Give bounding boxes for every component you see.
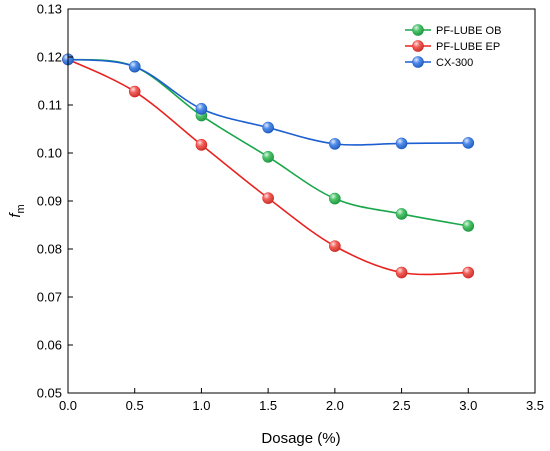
y-axis-title: fm — [7, 204, 27, 217]
legend-item-cx-300: CX-300 — [405, 56, 473, 69]
x-tick-label: 3.5 — [526, 398, 544, 413]
data-point-pf-lube-ep — [329, 240, 341, 252]
data-point-pf-lube-ob — [462, 220, 475, 232]
y-tick-label: 0.12 — [37, 50, 62, 65]
data-point-pf-lube-ep — [395, 266, 408, 279]
y-axis-title-main: f — [7, 212, 24, 218]
legend-label: PF-LUBE EP — [436, 41, 500, 53]
y-tick-label: 0.06 — [37, 338, 62, 353]
data-point-cx-300 — [462, 137, 475, 149]
x-tick-label: 1.0 — [192, 398, 210, 413]
data-point-cx-300 — [128, 60, 141, 73]
y-tick-label: 0.07 — [37, 290, 62, 305]
x-tick-label: 2.5 — [393, 398, 411, 413]
y-tick-label: 0.11 — [38, 98, 62, 113]
legend-item-pf-lube-ob: PF-LUBE OB — [405, 24, 501, 37]
data-point-cx-300 — [262, 121, 274, 134]
series-layer — [62, 53, 475, 279]
x-axis-title: Dosage (%) — [261, 430, 340, 447]
y-tick-label: 0.09 — [37, 194, 62, 209]
legend-label: CX-300 — [436, 57, 473, 69]
x-tick-label: 0.5 — [126, 398, 144, 413]
x-tick-label: 1.5 — [259, 398, 277, 413]
legend: PF-LUBE OB PF-LUBE EP CX-300 — [405, 24, 501, 69]
data-point-pf-lube-ob — [262, 151, 274, 163]
data-point-pf-lube-ep — [195, 139, 208, 151]
y-tick-label: 0.13 — [37, 2, 62, 17]
data-point-cx-300 — [195, 103, 208, 115]
data-point-pf-lube-ep — [128, 85, 141, 98]
y-tick-label: 0.05 — [37, 386, 62, 401]
x-tick-label: 2.0 — [326, 398, 344, 413]
data-point-pf-lube-ob — [395, 208, 408, 220]
x-tick-label: 0.0 — [59, 398, 77, 413]
data-point-pf-lube-ep — [262, 192, 274, 204]
data-point-pf-lube-ep — [462, 266, 475, 279]
y-tick-label: 0.10 — [37, 146, 62, 161]
y-tick-label: 0.08 — [37, 242, 62, 257]
data-point-pf-lube-ob — [329, 192, 341, 205]
series-line-pf-lube-ep — [67, 58, 469, 276]
legend-label: PF-LUBE OB — [436, 25, 501, 37]
data-point-cx-300 — [329, 138, 341, 150]
x-tick-label: 3.0 — [459, 398, 477, 413]
legend-item-pf-lube-ep: PF-LUBE EP — [405, 40, 500, 53]
y-axis-title-subscript: m — [15, 204, 27, 213]
axes-layer: 0.0 0.5 1.0 1.5 2.0 2.5 3.0 3.5 0.05 0.06 0.07 0.08… — [37, 2, 544, 414]
data-point-cx-300 — [395, 137, 408, 150]
